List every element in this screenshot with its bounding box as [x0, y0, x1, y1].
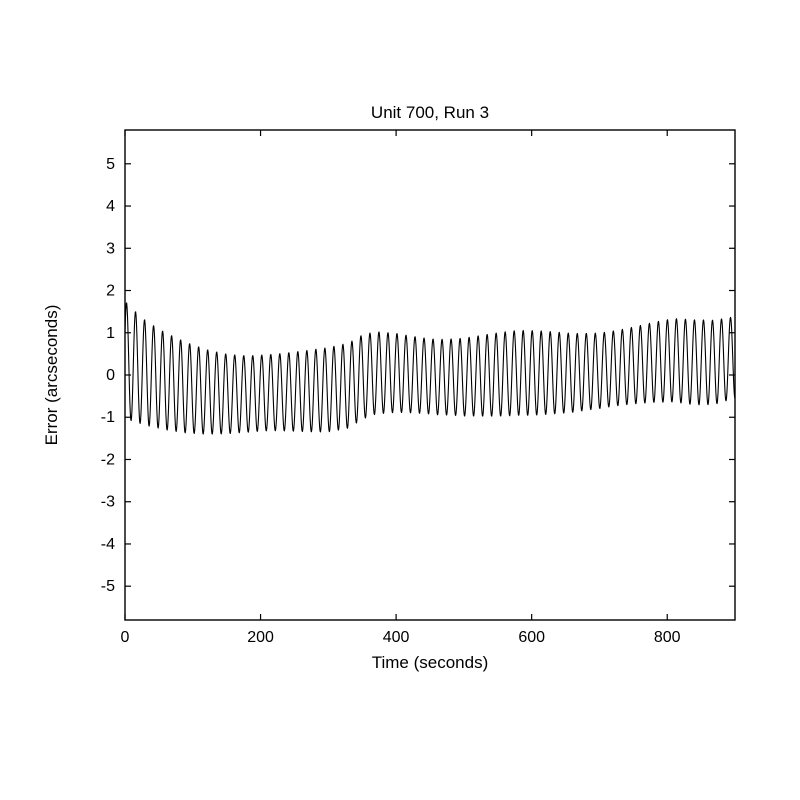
x-axis-ticks: 0 200 400 600 800: [121, 130, 681, 646]
chart-svg: 0 200 400 600 800 -5 -4 -3 -2 -1 0 1 2 3 4 5 Unit 700,…: [0, 0, 800, 800]
error-series-line: [125, 303, 735, 434]
y-axis-ticks: -5 -4 -3 -2 -1 0 1 2 3 4 5: [101, 156, 735, 595]
y-tick-label: -5: [101, 578, 115, 595]
y-tick-label: 5: [106, 156, 115, 173]
y-tick-label: -3: [101, 494, 115, 511]
y-axis-label: Error (arcseconds): [42, 305, 61, 446]
y-tick-label: -4: [101, 536, 115, 553]
y-tick-label: 0: [106, 367, 115, 384]
chart-title: Unit 700, Run 3: [371, 103, 489, 122]
x-tick-label: 800: [654, 629, 681, 646]
x-tick-label: 0: [121, 629, 130, 646]
y-tick-label: 1: [106, 325, 115, 342]
x-tick-label: 200: [247, 629, 274, 646]
y-tick-label: 2: [106, 283, 115, 300]
chart-container: 0 200 400 600 800 -5 -4 -3 -2 -1 0 1 2 3 4 5 Unit 700,…: [0, 0, 800, 800]
y-tick-label: -1: [101, 409, 115, 426]
x-tick-label: 400: [383, 629, 410, 646]
y-tick-label: -2: [101, 451, 115, 468]
x-axis-label: Time (seconds): [372, 653, 489, 672]
x-tick-label: 600: [518, 629, 545, 646]
y-tick-label: 4: [106, 198, 115, 215]
y-tick-label: 3: [106, 240, 115, 257]
